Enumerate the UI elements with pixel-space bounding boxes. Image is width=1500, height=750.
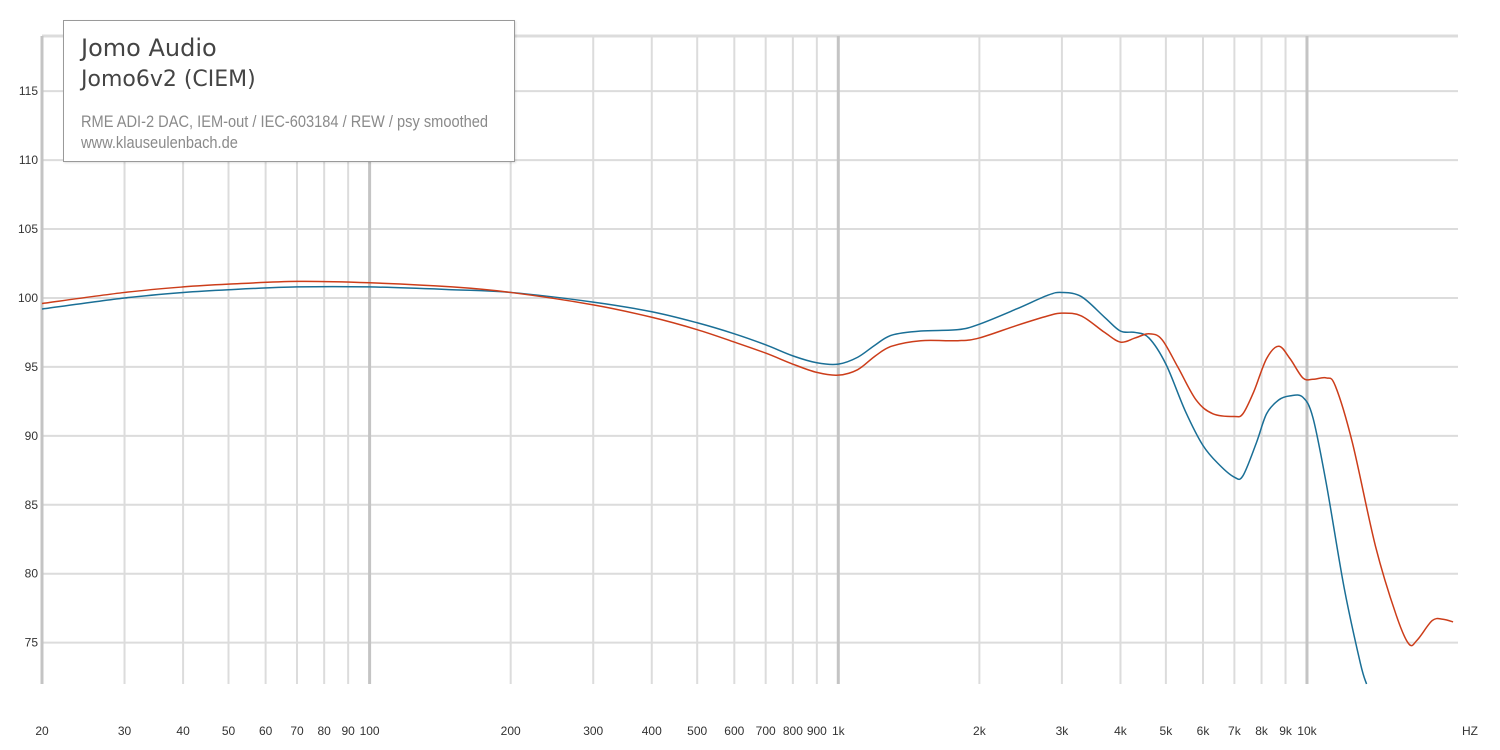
x-unit-label: HZ: [1462, 724, 1478, 738]
y-tick-label: 90: [25, 429, 39, 443]
x-tick-label: 20: [35, 724, 49, 738]
axis-labels: 75 80 85 90 95 100 105 110 115 20 30 40 50 60 70 80 90 10…: [18, 84, 1478, 738]
y-tick-label: 80: [25, 567, 39, 581]
x-tick-label: 800: [783, 724, 803, 738]
x-tick-label: 80: [317, 724, 331, 738]
x-tick-label: 30: [118, 724, 132, 738]
series-line-red: [41, 280, 1454, 647]
legend-brand: Jomo Audio: [81, 34, 217, 62]
x-tick-label: 40: [176, 724, 190, 738]
x-tick-label: 200: [501, 724, 521, 738]
x-tick-label: 90: [341, 724, 355, 738]
x-tick-label: 100: [360, 724, 380, 738]
y-tick-label: 100: [18, 291, 38, 305]
y-tick-label: 85: [25, 498, 39, 512]
x-tick-label: 7k: [1228, 724, 1242, 738]
x-tick-label: 2k: [973, 724, 987, 738]
x-tick-label: 6k: [1197, 724, 1211, 738]
y-tick-label: 105: [18, 222, 38, 236]
x-tick-label: 3k: [1056, 724, 1070, 738]
legend-box: Jomo Audio Jomo6v2 (CIEM) RME ADI-2 DAC,…: [63, 20, 515, 162]
x-tick-label: 70: [290, 724, 304, 738]
series-line-blue: [41, 285, 1368, 685]
x-tick-label: 60: [259, 724, 273, 738]
x-tick-label: 300: [583, 724, 603, 738]
legend-model: Jomo6v2 (CIEM): [81, 67, 256, 92]
x-tick-label: 50: [222, 724, 236, 738]
legend-url: www.klauseulenbach.de: [81, 133, 238, 152]
x-tick-label: 1k: [832, 724, 846, 738]
x-tick-label: 4k: [1114, 724, 1128, 738]
y-tick-label: 95: [25, 360, 39, 374]
x-tick-label: 8k: [1255, 724, 1269, 738]
y-tick-label: 110: [19, 153, 38, 167]
series-layer: [41, 280, 1454, 685]
x-tick-label: 700: [756, 724, 776, 738]
x-tick-label: 600: [724, 724, 744, 738]
y-tick-label: 75: [25, 636, 39, 650]
x-tick-label: 9k: [1279, 724, 1293, 738]
x-tick-label: 900: [807, 724, 827, 738]
y-tick-label: 115: [19, 84, 38, 98]
x-tick-label: 10k: [1297, 724, 1317, 738]
legend-setup: RME ADI-2 DAC, IEM-out / IEC-603184 / RE…: [81, 112, 489, 131]
x-tick-label: 400: [642, 724, 662, 738]
x-tick-label: 500: [687, 724, 707, 738]
x-tick-label: 5k: [1160, 724, 1174, 738]
